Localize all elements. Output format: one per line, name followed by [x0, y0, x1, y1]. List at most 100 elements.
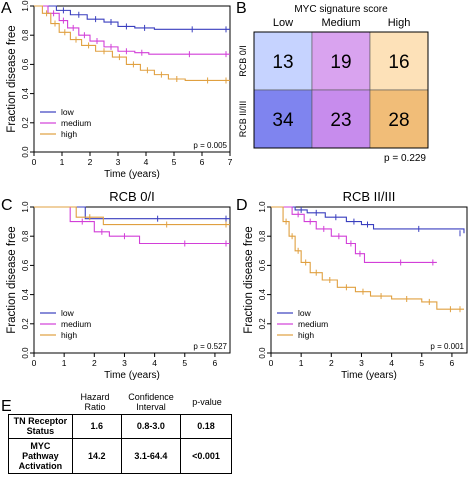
x-tick-label: 2: [329, 358, 334, 368]
table-header-pvalue: p-value: [192, 397, 222, 407]
y-axis-label: Fraction disease free: [243, 226, 255, 333]
table-cell: TN Receptor Status: [8, 414, 73, 439]
table-cell: 1.6: [71, 414, 122, 439]
table-header-hazard: Hazard Ratio: [80, 392, 110, 412]
km-plot-a: 0 1 2 3 4 5 6 7 Time (years) 0.0 0.2 0.4 0.6 0.8 1.0 Fr…: [6, 0, 233, 180]
y-tick-label: 1.0: [258, 201, 267, 213]
km-curve-medium: [34, 5, 230, 55]
panel-label-c: C: [1, 197, 13, 214]
chart-title: RCB II/III: [343, 189, 396, 204]
table-cell: 0.8-3.0: [120, 414, 181, 439]
panel-label-a: A: [1, 0, 12, 17]
x-tick-label: 1: [62, 358, 67, 368]
heatmap-cell-value: 16: [388, 52, 409, 73]
legend-label-medium: medium: [61, 319, 91, 329]
heatmap-cell-value: 34: [272, 110, 294, 131]
heatmap-cell-value: 13: [272, 52, 293, 73]
heatmap-column-label: Medium: [321, 17, 360, 29]
y-tick-label: 0.0: [258, 347, 267, 359]
x-tick-label: 6: [213, 358, 218, 368]
y-tick-label: 0.8: [21, 230, 30, 242]
heatmap-column-label: High: [388, 17, 411, 29]
x-tick-label: 2: [88, 157, 93, 167]
y-tick-label: 0.2: [21, 117, 30, 129]
x-tick-label: 0: [32, 358, 37, 368]
heatmap-cell-value: 28: [388, 110, 409, 131]
km-plot-d: RCB II/III 0 1 2 3 4 5 6 Time (years) 0.0 0.2 0.4 0.…: [243, 189, 468, 381]
y-axis-label: Fraction disease free: [6, 25, 18, 132]
x-tick-label: 0: [32, 157, 37, 167]
table-cell: 14.2: [71, 437, 122, 475]
results-table: TN Receptor Status 1.6 0.8-3.0 0.18 MYC …: [8, 414, 233, 475]
x-tick-label: 7: [228, 157, 233, 167]
y-tick-label: 0.6: [21, 259, 30, 271]
x-tick-label: 1: [299, 358, 304, 368]
x-tick-label: 6: [450, 358, 455, 368]
heatmap-cell: [253, 31, 313, 91]
heatmap-cell-value: 23: [330, 110, 351, 131]
legend-label-high: high: [61, 330, 77, 340]
table-cell: 0.18: [179, 414, 233, 439]
legend-label-low: low: [298, 308, 312, 318]
p-value-annotation: p = 0.001: [430, 342, 464, 351]
x-tick-label: 1: [60, 157, 65, 167]
heatmap-cell: [253, 89, 313, 149]
y-tick-label: 0.6: [258, 259, 267, 271]
table-cell: <0.001: [179, 437, 233, 475]
y-tick-label: 0.8: [21, 29, 30, 41]
plot-frame: [33, 5, 231, 153]
x-tick-label: 3: [122, 358, 127, 368]
p-value-annotation: p = 0.005: [193, 141, 227, 150]
y-tick-label: 0.2: [21, 318, 30, 330]
x-tick-label: 5: [172, 157, 177, 167]
heatmap-column-label: Low: [273, 17, 293, 29]
table-cell: MYC Pathway Activation: [8, 437, 73, 475]
y-tick-label: 0.8: [258, 230, 267, 242]
heatmap-cell: [369, 89, 429, 149]
km-plot-c: RCB 0/I 0 1 2 3 4 5 6 Time (years) 0.0 0.2 0.4 0.6 0.…: [6, 189, 231, 381]
heatmap-frame: [253, 31, 429, 149]
y-axis-label: Fraction disease free: [6, 226, 18, 333]
heatmap-cell: [311, 89, 371, 149]
x-tick-label: 4: [144, 157, 149, 167]
x-tick-label: 4: [152, 358, 157, 368]
heatmap-cell-value: 19: [330, 52, 351, 73]
table-header-ci: Confidence Interval: [128, 392, 174, 412]
legend-label-high: high: [298, 330, 314, 340]
y-tick-label: 1.0: [21, 201, 30, 213]
x-tick-label: 4: [389, 358, 394, 368]
heatmap-cell: [311, 31, 371, 91]
x-tick-label: 2: [92, 358, 97, 368]
y-tick-label: 0.0: [21, 146, 30, 158]
legend-label-medium: medium: [61, 118, 91, 128]
legend-label-low: low: [61, 308, 75, 318]
panel-label-b: B: [236, 0, 247, 17]
heatmap-title: MYC signature score: [294, 4, 388, 15]
y-tick-label: 0.0: [21, 347, 30, 359]
y-tick-label: 0.6: [21, 58, 30, 70]
chart-title: RCB 0/I: [109, 189, 155, 204]
x-tick-label: 3: [116, 157, 121, 167]
km-curve-high: [34, 206, 230, 226]
legend-label-high: high: [61, 129, 77, 139]
heatmap-row-label: RCB II/III: [238, 101, 248, 138]
panel-label-d: D: [236, 197, 248, 214]
table-row: MYC Pathway Activation 14.2 3.1-64.4 <0.…: [8, 437, 233, 475]
y-tick-label: 0.4: [21, 288, 30, 300]
x-axis-label: Time (years): [104, 370, 160, 381]
heatmap-row-label: RCB 0/I: [238, 45, 248, 77]
table-cell: 3.1-64.4: [120, 437, 181, 475]
km-curve-low: [34, 206, 230, 220]
x-tick-label: 3: [359, 358, 364, 368]
y-tick-label: 0.4: [21, 87, 30, 99]
p-value-annotation: p = 0.527: [193, 342, 227, 351]
y-tick-label: 0.2: [258, 318, 267, 330]
legend-label-medium: medium: [298, 319, 328, 329]
km-curve-low: [271, 206, 465, 234]
table-row: TN Receptor Status 1.6 0.8-3.0 0.18: [8, 414, 233, 439]
x-tick-label: 0: [269, 358, 274, 368]
x-tick-label: 5: [182, 358, 187, 368]
km-curve-medium: [271, 206, 437, 264]
x-tick-label: 6: [200, 157, 205, 167]
